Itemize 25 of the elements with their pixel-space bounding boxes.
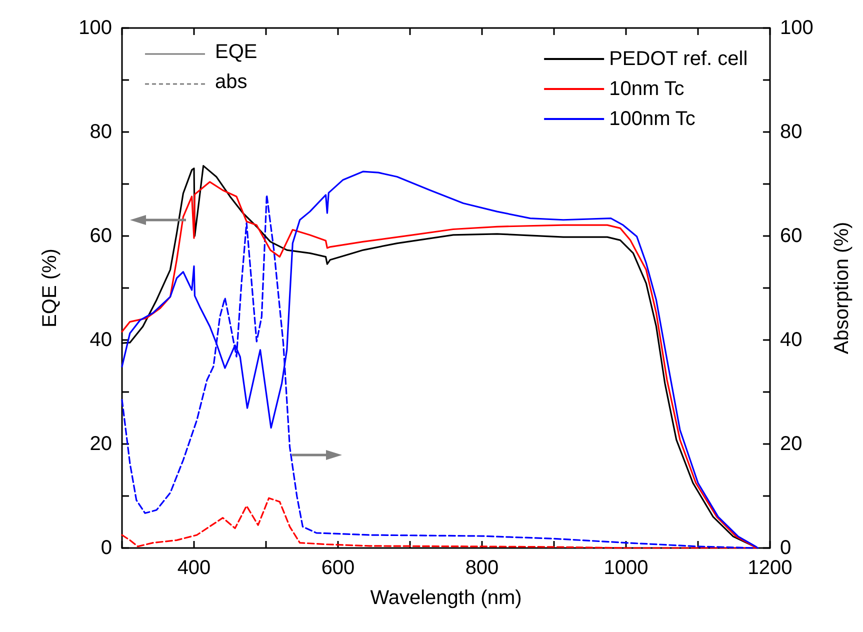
y-tick-label: 40 <box>90 329 112 351</box>
annotation: abs <box>215 71 248 93</box>
y2-tick-label: 100 <box>780 17 814 39</box>
y-tick-label: 60 <box>90 225 112 247</box>
legend-label: 100nm Tc <box>609 108 696 130</box>
x-tick-label: 800 <box>465 557 499 579</box>
y2-tick-label: 60 <box>780 225 802 247</box>
x-axis-title: Wavelength (nm) <box>370 587 522 609</box>
legend-label: PEDOT ref. cell <box>609 48 748 70</box>
y2-tick-label: 20 <box>780 433 802 455</box>
legend-label: 10nm Tc <box>609 78 684 100</box>
y2-tick-label: 80 <box>780 121 802 143</box>
annotation: EQE <box>215 41 258 63</box>
y-axis-title: EQE (%) <box>39 248 61 328</box>
y2-tick-label: 40 <box>780 329 802 351</box>
y2-axis-title: Absorption (%) <box>831 222 853 354</box>
x-tick-label: 1200 <box>748 557 792 579</box>
x-tick-label: 600 <box>321 557 355 579</box>
x-tick-label: 400 <box>177 557 211 579</box>
y-tick-label: 100 <box>78 17 112 39</box>
y-tick-label: 20 <box>90 433 112 455</box>
y2-tick-label: 0 <box>780 537 792 559</box>
x-tick-label: 1000 <box>604 557 648 579</box>
y-tick-label: 80 <box>90 121 112 143</box>
y-tick-label: 0 <box>100 537 112 559</box>
